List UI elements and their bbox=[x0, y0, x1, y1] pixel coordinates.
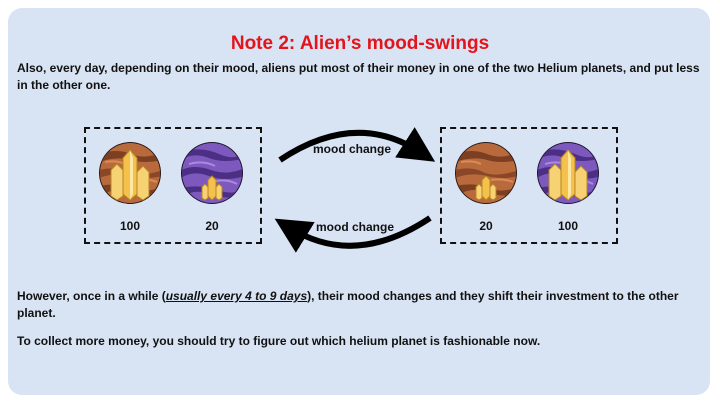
right-planet2-amount: 100 bbox=[557, 219, 579, 233]
brown-planet-crystal-icon bbox=[453, 140, 519, 206]
purple-planet-crystal-icon bbox=[179, 140, 245, 206]
left-planet-group bbox=[84, 127, 262, 244]
brown-planet-crystal-icon bbox=[97, 140, 163, 206]
bottom-arrow-label: mood change bbox=[315, 220, 394, 234]
left-planet1-amount: 100 bbox=[119, 219, 141, 233]
top-arrow-label: mood change bbox=[312, 142, 391, 156]
paragraph2-after: ), their mood changes and they shift the… bbox=[17, 289, 679, 320]
right-planet1-amount: 20 bbox=[479, 219, 493, 233]
note-title: Note 2: Alien’s mood-swings bbox=[230, 33, 490, 54]
top-arrow-icon bbox=[278, 127, 436, 163]
bottom-arrow-icon bbox=[274, 215, 432, 253]
intro-text: Also, every day, depending on their mood… bbox=[17, 61, 700, 92]
left-planet2-amount: 20 bbox=[205, 219, 219, 233]
purple-planet-crystal-icon bbox=[535, 140, 601, 206]
mood-change-paragraph: However, once in a while (usually every … bbox=[17, 288, 707, 322]
mood-change-arrows bbox=[274, 127, 436, 253]
paragraph2-emphasis: usually every 4 to 9 days bbox=[165, 289, 308, 303]
paragraph2-before: However, once in a while ( bbox=[17, 289, 166, 303]
collect-money-paragraph: To collect more money, you should try to… bbox=[17, 334, 541, 348]
right-planet-group bbox=[440, 127, 618, 244]
